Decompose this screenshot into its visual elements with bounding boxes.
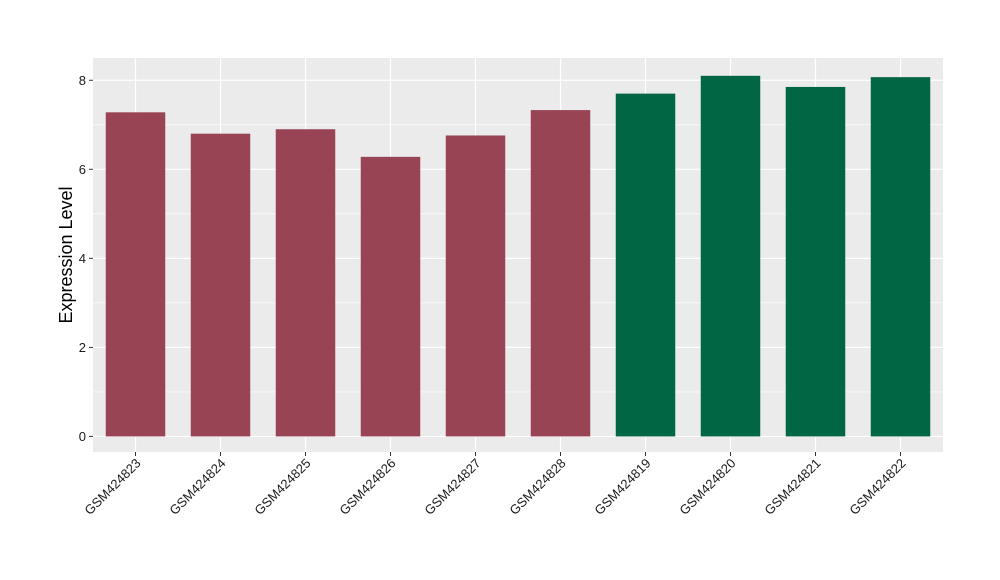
bar xyxy=(870,77,931,437)
x-tick-label: GSM424826 xyxy=(336,456,398,518)
bar xyxy=(275,129,336,437)
bars xyxy=(105,75,931,437)
x-axis: GSM424823 GSM424824 GSM424825 GSM424826 GSM4… xyxy=(81,452,909,518)
x-tick-label: GSM424820 xyxy=(676,456,738,518)
x-tick-label: GSM424825 xyxy=(251,456,313,518)
x-tick-label: GSM424822 xyxy=(846,456,908,518)
x-tick-label: GSM424828 xyxy=(506,456,568,518)
y-tick-label: 6 xyxy=(79,162,86,177)
y-tick-label: 8 xyxy=(79,73,86,88)
bar xyxy=(615,93,676,437)
y-axis: 0 2 4 6 8 xyxy=(79,73,93,444)
bar xyxy=(360,156,421,437)
bar xyxy=(445,135,506,437)
x-tick-label: GSM424827 xyxy=(421,456,483,518)
x-tick-label: GSM424824 xyxy=(166,456,228,518)
y-tick-label: 0 xyxy=(79,429,86,444)
y-tick-label: 4 xyxy=(79,251,86,266)
y-axis-title: Expression Level xyxy=(56,186,76,323)
x-tick-label: GSM424823 xyxy=(81,456,143,518)
y-tick-label: 2 xyxy=(79,340,86,355)
bar xyxy=(785,86,846,437)
x-tick-label: GSM424821 xyxy=(761,456,823,518)
bar xyxy=(700,75,761,437)
bar xyxy=(105,112,166,437)
bar xyxy=(530,110,591,437)
x-tick-label: GSM424819 xyxy=(591,456,653,518)
bar xyxy=(190,133,251,437)
